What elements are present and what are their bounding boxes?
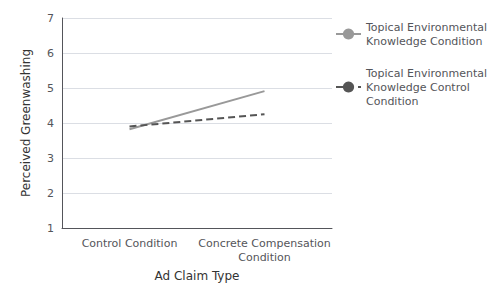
svg-text:Condition: Condition [366,95,419,108]
svg-text:Topical Environmental: Topical Environmental [365,67,487,80]
svg-text:2: 2 [47,187,54,200]
svg-text:Control Condition: Control Condition [82,237,178,250]
svg-text:4: 4 [47,117,54,130]
svg-text:Knowledge Control: Knowledge Control [366,81,470,94]
svg-text:1: 1 [47,222,54,235]
svg-text:7: 7 [47,12,54,25]
svg-text:Condition: Condition [238,251,291,264]
svg-text:5: 5 [47,82,54,95]
svg-text:6: 6 [47,47,54,60]
svg-text:Ad Claim Type: Ad Claim Type [155,269,240,283]
svg-text:Knowledge Condition: Knowledge Condition [366,35,482,48]
svg-text:3: 3 [47,152,54,165]
svg-text:Perceived Greenwashing: Perceived Greenwashing [19,49,33,197]
svg-text:Topical Environmental: Topical Environmental [365,21,487,34]
svg-text:Concrete Compensation: Concrete Compensation [198,237,330,250]
